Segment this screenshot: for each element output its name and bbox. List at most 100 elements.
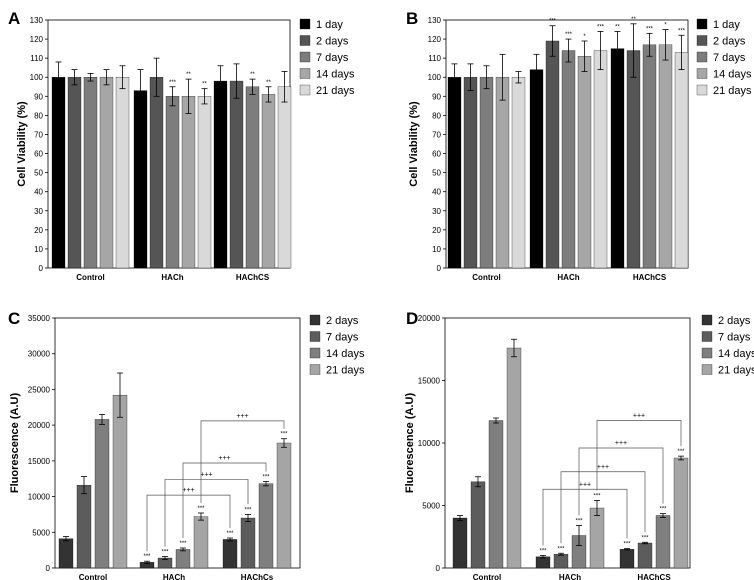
legend-label: 1 day xyxy=(713,19,740,31)
legend-swatch xyxy=(701,331,713,342)
y-tick-label: 0 xyxy=(436,564,441,573)
bar xyxy=(149,77,164,269)
comparison-label: +++ xyxy=(236,413,248,420)
bar xyxy=(593,50,608,269)
panel-c: C 0 5000 10000 15000 20000 25000 30000 35000 Fluo… xyxy=(8,309,365,580)
significance-marker: *** xyxy=(677,449,685,455)
legend-label: 14 days xyxy=(718,348,754,360)
y-tick-label: 20 xyxy=(432,226,441,235)
x-tick-label: HAChCS xyxy=(236,273,270,282)
y-tick-label: 110 xyxy=(428,54,441,63)
legend-swatch xyxy=(299,18,311,30)
y-tick-label: 70 xyxy=(34,130,43,139)
y-tick-label: 20 xyxy=(34,226,43,235)
y-tick-label: 50 xyxy=(34,169,43,178)
legend-swatch xyxy=(696,18,708,30)
comparison-bracket xyxy=(146,494,231,552)
x-tick-label: HAChCs xyxy=(241,573,274,580)
bar xyxy=(658,44,673,269)
y-tick-label: 5000 xyxy=(422,502,440,511)
comparison-label: +++ xyxy=(182,487,194,494)
panel-letter: D xyxy=(406,309,418,328)
legend-label: 2 days xyxy=(316,36,349,48)
bar xyxy=(112,394,128,569)
bar xyxy=(276,442,292,569)
y-tick-label: 25000 xyxy=(28,385,51,394)
significance-marker: *** xyxy=(575,519,583,525)
legend-swatch xyxy=(701,364,713,375)
y-tick-label: 40 xyxy=(34,188,43,197)
y-tick-label: 10000 xyxy=(28,493,51,502)
y-tick-label: 20000 xyxy=(418,314,441,323)
bar xyxy=(655,515,671,569)
comparison-label: +++ xyxy=(597,464,609,471)
significance-marker: * xyxy=(664,23,667,29)
significance-marker: ** xyxy=(266,80,271,86)
panel-d: D 0 5000 10000 15000 20000 Fluorescence (A.U) C… xyxy=(404,309,754,580)
y-axis-label: Cell Viability (%) xyxy=(408,101,420,187)
y-tick-label: 90 xyxy=(34,92,43,101)
bar xyxy=(222,539,238,569)
bar xyxy=(619,549,635,569)
y-tick-label: 80 xyxy=(34,111,43,120)
bar xyxy=(240,517,256,569)
legend-swatch xyxy=(299,35,311,46)
significance-marker: ** xyxy=(615,24,620,30)
comparison-label: +++ xyxy=(615,440,627,447)
significance-marker: *** xyxy=(641,535,649,541)
significance-marker: *** xyxy=(161,550,169,556)
bar xyxy=(642,44,657,269)
bar xyxy=(506,347,522,569)
bar xyxy=(277,86,292,269)
legend-label: 2 days xyxy=(718,315,751,327)
bar xyxy=(181,96,196,269)
comparison-bracket xyxy=(542,488,628,546)
x-tick-label: Control xyxy=(76,273,104,282)
bar xyxy=(51,77,66,269)
y-tick-label: 60 xyxy=(34,150,43,159)
comparison-bracket xyxy=(200,420,285,503)
bar xyxy=(133,90,148,269)
y-tick-label: 0 xyxy=(437,264,442,273)
y-tick-label: 40 xyxy=(432,188,441,197)
legend-swatch xyxy=(696,68,708,79)
significance-marker: *** xyxy=(678,28,686,34)
bar xyxy=(447,77,462,269)
bar xyxy=(229,80,244,269)
comparison-label: +++ xyxy=(200,471,212,478)
significance-marker: *** xyxy=(549,19,557,25)
legend-swatch xyxy=(299,84,311,96)
panel-a: A 0 10 20 30 40 50 60 70 80 90 100 110 120 130 Cell Via… xyxy=(8,9,355,282)
y-tick-label: 130 xyxy=(428,16,442,25)
significance-marker: ** xyxy=(202,82,207,88)
legend-swatch xyxy=(309,364,321,375)
y-tick-label: 100 xyxy=(30,73,44,82)
y-tick-label: 10 xyxy=(34,245,43,254)
significance-marker: *** xyxy=(557,546,565,552)
legend-swatch xyxy=(299,51,311,63)
significance-marker: ** xyxy=(186,72,191,78)
legend-swatch xyxy=(696,84,708,96)
y-tick-label: 15000 xyxy=(418,377,441,386)
legend-swatch xyxy=(309,347,321,359)
bar xyxy=(479,77,494,269)
x-tick-label: Control xyxy=(79,573,107,580)
legend-label: 21 days xyxy=(718,365,754,377)
y-tick-label: 0 xyxy=(46,564,51,573)
y-axis-label: Fluorescence (A.U) xyxy=(9,393,21,494)
y-tick-label: 60 xyxy=(432,150,441,159)
bar xyxy=(261,94,276,269)
y-tick-label: 50 xyxy=(432,169,441,178)
significance-marker: ** xyxy=(250,72,255,78)
bar xyxy=(610,48,625,269)
x-tick-label: HACh xyxy=(161,273,183,282)
legend-label: 1 day xyxy=(316,19,343,31)
legend-label: 14 days xyxy=(326,348,365,360)
comparison-bracket xyxy=(578,447,664,516)
legend-label: 21 days xyxy=(326,365,365,377)
significance-marker: *** xyxy=(143,554,151,560)
significance-marker: ** xyxy=(631,17,636,23)
bar xyxy=(637,542,653,569)
bar xyxy=(511,77,526,269)
legend-swatch xyxy=(696,35,708,46)
